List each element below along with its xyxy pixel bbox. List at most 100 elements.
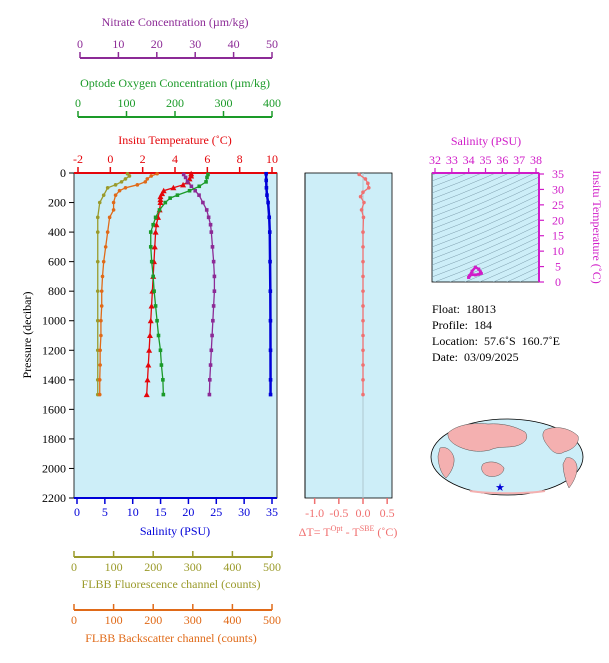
isopycnal-line (492, 260, 539, 282)
nitrate-point (209, 348, 214, 353)
pressure-tick-label: 2000 (42, 461, 66, 475)
temperature-tick-label: 2 (140, 152, 146, 166)
oxygen-point (187, 188, 192, 193)
isopycnal-line (432, 212, 539, 260)
dt-point (366, 181, 370, 186)
fluorescence-point (95, 215, 100, 220)
oxygen-point (204, 180, 208, 184)
dt-axis-label: ΔT= TOpt - TSBE (˚C) (299, 524, 398, 539)
oxygen-point (149, 259, 154, 264)
salinity-point (267, 215, 272, 220)
dt-tick-label: 0.5 (380, 506, 395, 520)
backscatter-point (98, 348, 102, 353)
isopycnal-line (432, 173, 483, 194)
nitrate-point (212, 289, 217, 293)
nitrate-tick-label: 30 (189, 37, 201, 51)
oxygen-point (161, 378, 165, 382)
salinity-tick-label: 30 (238, 505, 250, 519)
continent-australia (481, 461, 505, 477)
backscatter-axis: 0 100 200 300 400 500 FLBB Backscatter channe… (71, 604, 281, 645)
nitrate-point (211, 304, 216, 308)
continent-north-america (542, 427, 579, 454)
ts-salinity-tick-label: 33 (446, 153, 458, 167)
pressure-tick-label: 2200 (42, 491, 66, 505)
fluorescence-tick-label: 300 (184, 560, 202, 574)
ts-point (467, 275, 471, 279)
dt-point (361, 363, 365, 367)
backscatter-point (113, 193, 118, 197)
salinity-point (265, 193, 269, 197)
temperature-point (157, 193, 164, 200)
backscatter-point (107, 215, 112, 220)
ts-temperature-tick-label: 15 (552, 229, 564, 243)
backscatter-point (98, 363, 102, 367)
dt-point (367, 185, 371, 190)
salinity-tick-label: 20 (182, 505, 194, 519)
temperature-point (180, 181, 187, 188)
pressure-tick-label: 400 (48, 225, 66, 239)
temperature-point (148, 302, 155, 309)
temperature-point (146, 347, 153, 353)
ts-point (478, 270, 482, 274)
isopycnal-line (433, 236, 539, 282)
pressure-axis: 0 200 400 600 800 1000 1200 1400 1600 1800 2000 220… (42, 166, 74, 505)
dt-point (361, 318, 365, 323)
backscatter-point (103, 245, 108, 249)
nitrate-point (207, 378, 212, 382)
isopycnal-line (432, 230, 539, 278)
pressure-tick-label: 800 (48, 284, 66, 298)
temperature-axis-label: Insitu Temperature (˚C) (118, 133, 232, 147)
isopycnal-line (432, 87, 539, 133)
fluorescence-axis-label: FLBB Fluorescence channel (counts) (82, 577, 261, 591)
backscatter-point (99, 304, 104, 308)
float-position-marker: ★ (495, 482, 505, 494)
oxygen-point (163, 200, 168, 205)
fluorescence-point (105, 185, 110, 190)
location: Location: 57.6˚S 160.7˚E (432, 334, 560, 348)
nitrate-point (208, 363, 213, 367)
backscatter-point (135, 183, 140, 187)
salinity-tick-label: 0 (74, 505, 80, 519)
salinity-point (264, 185, 269, 190)
salinity-point (267, 230, 272, 234)
pressure-axis-label: Pressure (decibar) (20, 292, 34, 379)
continent-eurasia (447, 423, 528, 452)
backscatter-point (143, 180, 148, 184)
nitrate-point (193, 188, 197, 193)
oxygen-point (205, 175, 209, 180)
oxygen-point (197, 184, 202, 189)
nitrate-point (197, 193, 201, 197)
isopycnal-line (432, 206, 539, 254)
oxygen-point (159, 363, 164, 367)
continent-africa (437, 447, 455, 479)
ts-point (470, 273, 474, 277)
pressure-tick-label: 1200 (42, 343, 66, 357)
nitrate-point (183, 175, 188, 180)
temperature-tick-label: 4 (172, 152, 178, 166)
dt-point (358, 194, 363, 199)
backscatter-point (117, 188, 122, 193)
backscatter-point (99, 333, 103, 338)
salinity-point (268, 289, 273, 293)
profile-plot-area (73, 172, 278, 499)
nitrate-point (201, 200, 205, 205)
dt-point (359, 208, 364, 212)
isopycnal-line (432, 224, 539, 272)
dt-point (361, 215, 366, 220)
fluorescence-tick-label: 400 (223, 560, 241, 574)
temperature-point (146, 332, 153, 338)
nitrate-point (207, 392, 212, 397)
ts-point (477, 272, 481, 276)
backscatter-point (101, 259, 106, 264)
dt-point (357, 172, 361, 177)
pressure-tick-label: 1600 (42, 402, 66, 416)
isopycnal-line (432, 176, 539, 224)
dt-point (361, 333, 365, 338)
isopycnal-line (432, 194, 539, 242)
fluorescence-point (119, 180, 124, 184)
isopycnal-line (432, 173, 523, 212)
oxygen-point (206, 172, 210, 177)
fluorescence-tick-label: 200 (144, 560, 162, 574)
nitrate-point (206, 215, 211, 220)
